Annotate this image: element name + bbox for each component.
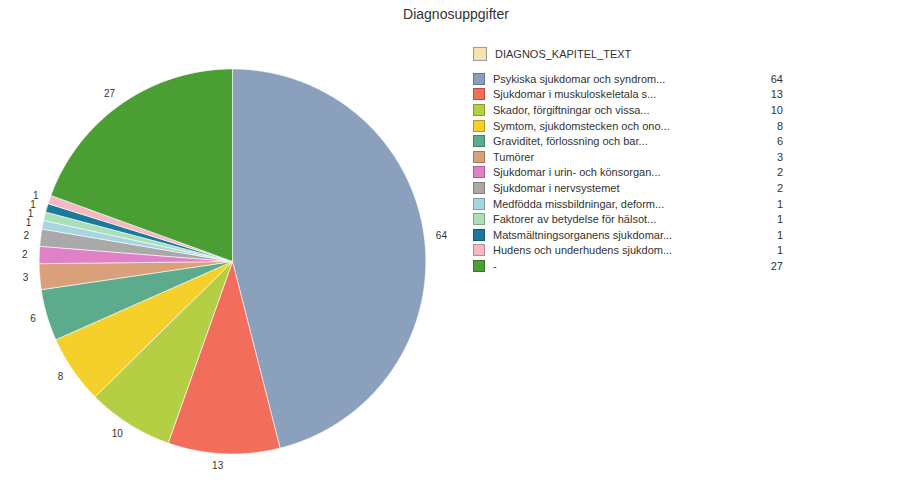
svg-text:6: 6 [30, 313, 36, 324]
svg-text:8: 8 [58, 371, 64, 382]
html-text:27: 27 [770, 259, 783, 272]
html-text:2: 2 [776, 182, 783, 194]
html-text:Sjukdomar i urin- och könsorga: Sjukdomar i urin- och könsorgan... [493, 166, 661, 179]
svg-text:2: 2 [24, 230, 30, 241]
html-text:Skador, förgiftningar och viss: Skador, förgiftningar och vissa... [493, 104, 650, 116]
svg-text:2: 2 [22, 249, 28, 260]
svg-text:1: 1 [25, 216, 32, 228]
html-text:1: 1 [776, 213, 783, 226]
svg-text:1: 1 [27, 207, 34, 219]
svg-text:13: 13 [212, 460, 224, 471]
html-text:Sjukdomar i muskuloskeletala s: Sjukdomar i muskuloskeletala s... [493, 88, 657, 101]
html-text:Graviditet, förlossning och ba: Graviditet, förlossning och bar... [493, 135, 648, 148]
svg-text:1: 1 [33, 190, 39, 201]
html-text:10: 10 [770, 104, 783, 116]
html-text:64: 64 [770, 72, 783, 85]
html-text:3: 3 [776, 150, 783, 163]
html-text:Sjukdomar i nervsystemet: Sjukdomar i nervsystemet [493, 182, 620, 194]
html-text:Hudens och underhudens sjukdom: Hudens och underhudens sjukdom... [493, 244, 673, 257]
svg-text:1: 1 [30, 198, 36, 210]
html-text:8: 8 [776, 119, 783, 132]
html-text:1: 1 [776, 197, 783, 210]
html-text:13: 13 [770, 88, 783, 101]
html-text:1: 1 [776, 228, 783, 241]
html-text:Diagnosuppgifter: Diagnosuppgifter [403, 6, 509, 22]
html-text:1: 1 [776, 244, 783, 257]
html-text:Matsmältningsorganens sjukdoma: Matsmältningsorganens sjukdomar... [493, 228, 673, 241]
svg-text:3: 3 [23, 272, 29, 283]
html-text:6: 6 [776, 135, 783, 148]
html-text:Psykiska sjukdomar och syndrom: Psykiska sjukdomar och syndrom... [493, 72, 666, 85]
html-text:Symtom, sjukdomstecken och ono: Symtom, sjukdomstecken och ono... [493, 119, 670, 132]
svg-text:27: 27 [104, 88, 116, 99]
html-text:2: 2 [776, 166, 783, 179]
html-text:Faktorer av betydelse för häls: Faktorer av betydelse för hälsot... [493, 213, 657, 226]
html-text:Tumörer: Tumörer [493, 150, 535, 163]
html-text:DIAGNOS_KAPITEL_TEXT: DIAGNOS_KAPITEL_TEXT [495, 48, 632, 60]
html-text:Medfödda missbildningar, defor: Medfödda missbildningar, deform... [493, 197, 665, 210]
svg-text:64: 64 [436, 230, 448, 241]
svg-text:10: 10 [112, 428, 124, 439]
